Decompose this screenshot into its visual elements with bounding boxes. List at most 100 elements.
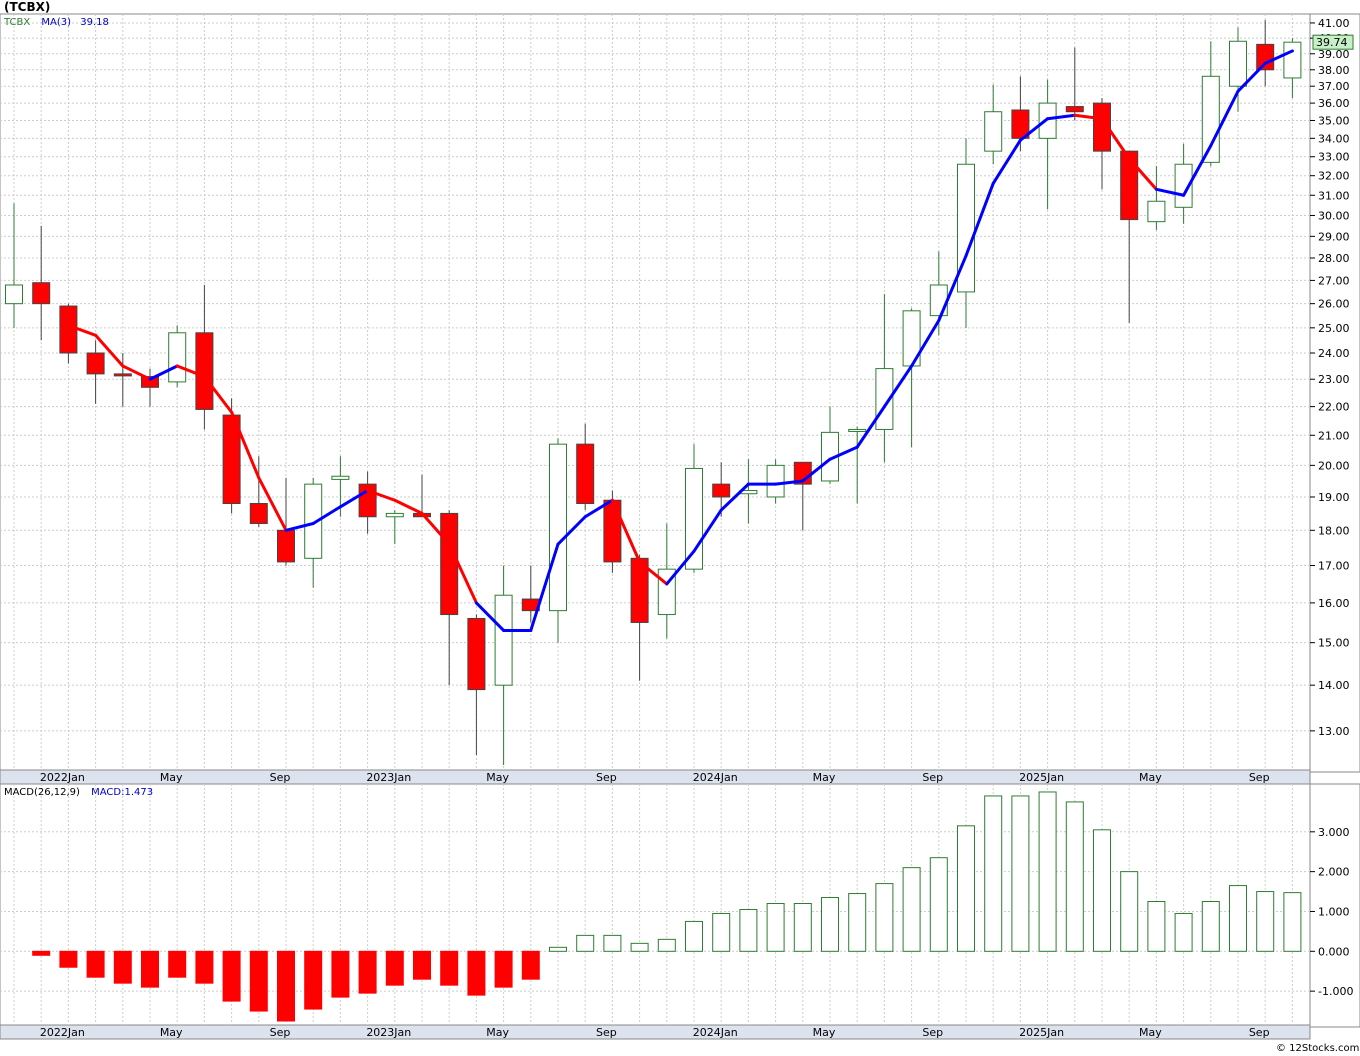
macd-bar-positive bbox=[549, 946, 567, 952]
macd-bar-positive bbox=[739, 908, 758, 952]
x-tick-label: May bbox=[486, 771, 509, 784]
x-tick-label: 2023Jan bbox=[366, 1026, 411, 1039]
price-y-tick-label: 33.00 bbox=[1318, 151, 1350, 164]
candle-body-up bbox=[685, 467, 703, 570]
x-tick-label: May bbox=[1139, 771, 1162, 784]
candle-body-down bbox=[59, 305, 78, 354]
macd-bar-positive bbox=[766, 903, 785, 952]
macd-bar-positive bbox=[1229, 885, 1247, 952]
x-tick-label: 2024Jan bbox=[693, 1026, 738, 1039]
x-ticks: 2022Jan 2022Jan May May Sep Sep 2023Jan 2023Jan… bbox=[40, 771, 1270, 1039]
candle-body-up bbox=[957, 163, 975, 293]
x-tick-label: Sep bbox=[270, 1026, 291, 1039]
x-tick-label: Sep bbox=[1249, 771, 1270, 784]
candle-body-down bbox=[440, 512, 459, 616]
price-y-tick-label: 31.00 bbox=[1318, 189, 1350, 202]
ma-segment bbox=[230, 410, 261, 480]
candle bbox=[113, 352, 132, 407]
candle bbox=[821, 406, 839, 485]
candle bbox=[5, 203, 23, 328]
macd-bar-positive bbox=[630, 942, 649, 952]
price-y-tick-label: 37.00 bbox=[1318, 80, 1350, 93]
candle-body-up bbox=[331, 475, 350, 480]
candle-body-up bbox=[1147, 200, 1166, 223]
x-tick-label: May bbox=[160, 1026, 183, 1039]
macd-xaxis-strip bbox=[0, 1024, 1311, 1040]
price-y-tick-label: 15.00 bbox=[1318, 637, 1350, 650]
macd-bar-positive bbox=[657, 938, 676, 952]
macd-bar-positive bbox=[848, 893, 867, 952]
price-y-tick-label: 41.00 bbox=[1318, 17, 1350, 30]
candle-body-down bbox=[1093, 102, 1111, 152]
macd-legend-value: MACD:1.473 bbox=[91, 787, 153, 798]
last-price-tag: 39.74 bbox=[1312, 34, 1354, 50]
macd-y-tick-label: 1.000 bbox=[1318, 905, 1350, 918]
legend-ma-label: MA(3) bbox=[41, 17, 71, 28]
macd-y-tick-label: 3.000 bbox=[1318, 826, 1350, 839]
price-y-tick-label: 18.00 bbox=[1318, 524, 1350, 537]
macd-panel bbox=[0, 783, 1311, 1028]
ma-segment bbox=[910, 318, 941, 368]
ma-segment bbox=[1100, 117, 1131, 161]
ma-segment bbox=[882, 364, 914, 409]
macd-bar-positive bbox=[1065, 801, 1084, 952]
candle-body-down bbox=[576, 443, 595, 504]
macd-y-ticks: -1.000 0.000 1.000 2.000 3.000 bbox=[1310, 826, 1353, 998]
candle bbox=[195, 284, 214, 430]
macd-bar-negative bbox=[413, 950, 431, 980]
macd-bar-positive bbox=[1283, 892, 1302, 952]
macd-bar-positive bbox=[1120, 871, 1139, 952]
candle-body-up bbox=[494, 594, 513, 686]
macd-bar-positive bbox=[576, 934, 595, 952]
macd-bar-negative bbox=[494, 950, 513, 988]
ma-segment bbox=[1073, 113, 1104, 121]
ma-segment bbox=[556, 515, 587, 546]
macd-bar-negative bbox=[195, 950, 214, 984]
macd-bar-positive bbox=[875, 883, 894, 952]
ma-segment bbox=[1209, 89, 1240, 148]
macd-bar-negative bbox=[331, 950, 350, 998]
macd-axis-strip bbox=[1309, 783, 1360, 1028]
candle bbox=[576, 423, 595, 511]
moving-average-line bbox=[66, 49, 1294, 632]
candle-body-down bbox=[1065, 106, 1084, 113]
ma-segment bbox=[828, 445, 859, 461]
macd-bar-positive bbox=[603, 934, 622, 952]
candle bbox=[848, 426, 867, 504]
macd-bar-positive bbox=[957, 825, 975, 952]
candle-body-up bbox=[1229, 40, 1247, 87]
candle-body-up bbox=[984, 111, 1003, 152]
x-tick-label: Sep bbox=[922, 1026, 943, 1039]
candle bbox=[1120, 150, 1139, 323]
macd-bars bbox=[32, 791, 1302, 1022]
ma-segment bbox=[529, 542, 560, 632]
candle bbox=[630, 554, 649, 681]
ma-segment bbox=[257, 476, 288, 532]
macd-bar-negative bbox=[467, 950, 486, 996]
price-y-tick-label: 20.00 bbox=[1318, 459, 1350, 472]
macd-bar-negative bbox=[385, 950, 404, 986]
candle bbox=[712, 462, 731, 517]
macd-bar-negative bbox=[141, 950, 159, 988]
macd-bar-positive bbox=[1038, 791, 1057, 952]
candle bbox=[277, 477, 295, 566]
ma-segment bbox=[94, 333, 125, 368]
ma-segment bbox=[311, 505, 342, 525]
x-tick-label: Sep bbox=[270, 771, 291, 784]
ma-segment bbox=[474, 601, 506, 632]
macd-y-tick-label: 2.000 bbox=[1318, 866, 1350, 879]
macd-y-tick-label: -1.000 bbox=[1318, 985, 1353, 998]
x-tick-label: Sep bbox=[596, 771, 617, 784]
price-y-tick-label: 29.00 bbox=[1318, 230, 1350, 243]
price-y-tick-label: 39.00 bbox=[1318, 48, 1350, 61]
x-tick-label: 2024Jan bbox=[693, 771, 738, 784]
price-y-tick-label: 36.00 bbox=[1318, 97, 1350, 110]
macd-bar-positive bbox=[793, 903, 812, 952]
price-y-tick-label: 23.00 bbox=[1318, 373, 1350, 386]
candle bbox=[1283, 38, 1302, 98]
candle-body-down bbox=[712, 483, 731, 498]
ma-segment bbox=[583, 498, 614, 519]
macd-legend: MACD(26,12,9) MACD:1.473 bbox=[4, 787, 153, 798]
price-y-tick-label: 30.00 bbox=[1318, 209, 1350, 222]
price-xaxis-strip bbox=[0, 769, 1311, 785]
